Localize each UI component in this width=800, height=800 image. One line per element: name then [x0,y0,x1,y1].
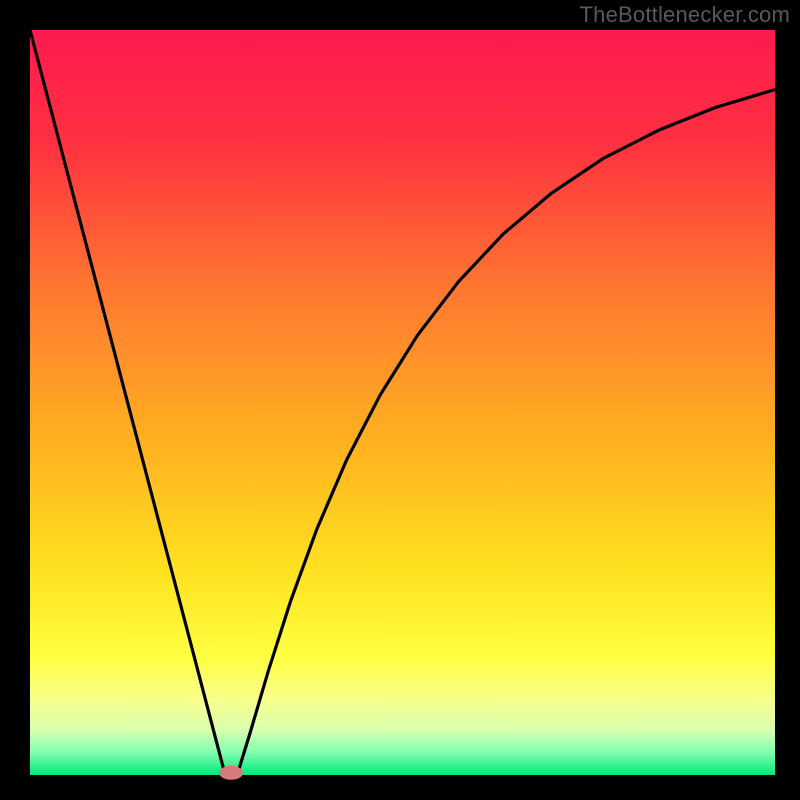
minimum-marker [219,766,243,780]
plot-background [30,30,775,775]
stage: TheBottlenecker.com [0,0,800,800]
bottleneck-chart [0,0,800,800]
watermark-text: TheBottlenecker.com [580,2,790,28]
